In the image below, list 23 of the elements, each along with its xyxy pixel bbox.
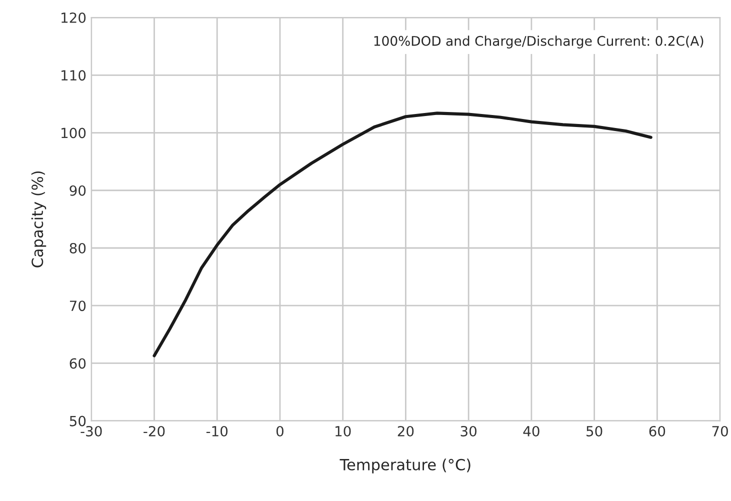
y-tick-label: 100 <box>62 128 86 138</box>
x-tick-label: 70 <box>712 426 728 436</box>
y-tick-label: 50 <box>70 416 86 426</box>
y-axis-title: Capacity (%) <box>31 171 46 268</box>
y-tick-label: 80 <box>70 242 86 254</box>
x-tick-label: -30 <box>80 426 102 436</box>
x-tick-label: -10 <box>206 426 228 436</box>
y-tick-label: 70 <box>70 300 86 312</box>
y-tick-label: 110 <box>62 70 86 81</box>
y-tick-label: 90 <box>70 185 86 196</box>
x-axis-title: Temperature (°C) <box>340 458 470 474</box>
x-tick-label: -20 <box>144 426 165 436</box>
x-tick-label: 50 <box>586 426 602 436</box>
x-tick-label: 30 <box>460 426 476 436</box>
x-tick-label: 60 <box>649 426 666 436</box>
x-tick-label: 20 <box>398 426 414 436</box>
line-series <box>152 112 652 358</box>
x-tick-label: 10 <box>336 426 351 436</box>
x-tick-label: 40 <box>523 426 540 436</box>
y-tick-label: 120 <box>62 12 86 24</box>
x-tick-label: 0 <box>276 426 284 436</box>
y-tick-label: 60 <box>70 358 86 369</box>
annotation: 100%DOD and Charge/Discharge Current: 0.2C(A) <box>374 36 704 48</box>
